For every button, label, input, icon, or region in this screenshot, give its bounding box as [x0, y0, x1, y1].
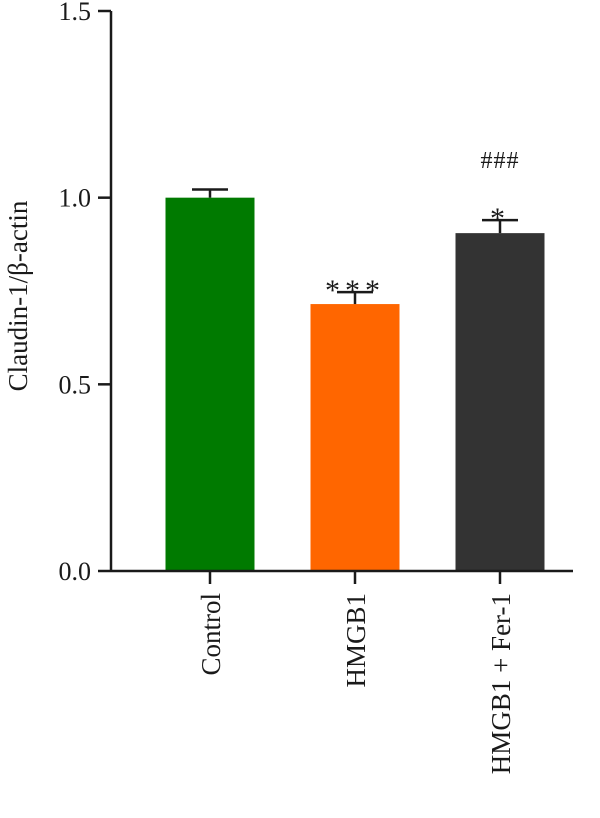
x-tick-label: Control — [196, 593, 226, 676]
y-tick-label: 1.0 — [59, 184, 92, 213]
bar — [165, 197, 255, 571]
y-axis-label: Claudin-1/β-actin — [3, 200, 33, 391]
bar — [455, 233, 545, 571]
y-tick-label: 1.5 — [59, 0, 92, 26]
significance-label: * — [490, 202, 510, 235]
x-tick-label: HMGB1 + Fer-1 — [486, 593, 516, 774]
significance-annotations: *** ### * — [325, 148, 520, 307]
bar — [310, 304, 400, 571]
y-tick-label: 0.0 — [59, 557, 92, 586]
x-axis: Control HMGB1 HMGB1 + Fer-1 — [111, 569, 573, 774]
x-tick-label: HMGB1 — [341, 593, 371, 688]
bars — [165, 188, 545, 571]
significance-label: ### — [481, 148, 520, 174]
y-tick-label: 0.5 — [59, 370, 92, 399]
y-axis: 0.0 0.5 1.0 1.5 — [59, 0, 113, 586]
significance-label: *** — [325, 274, 385, 307]
